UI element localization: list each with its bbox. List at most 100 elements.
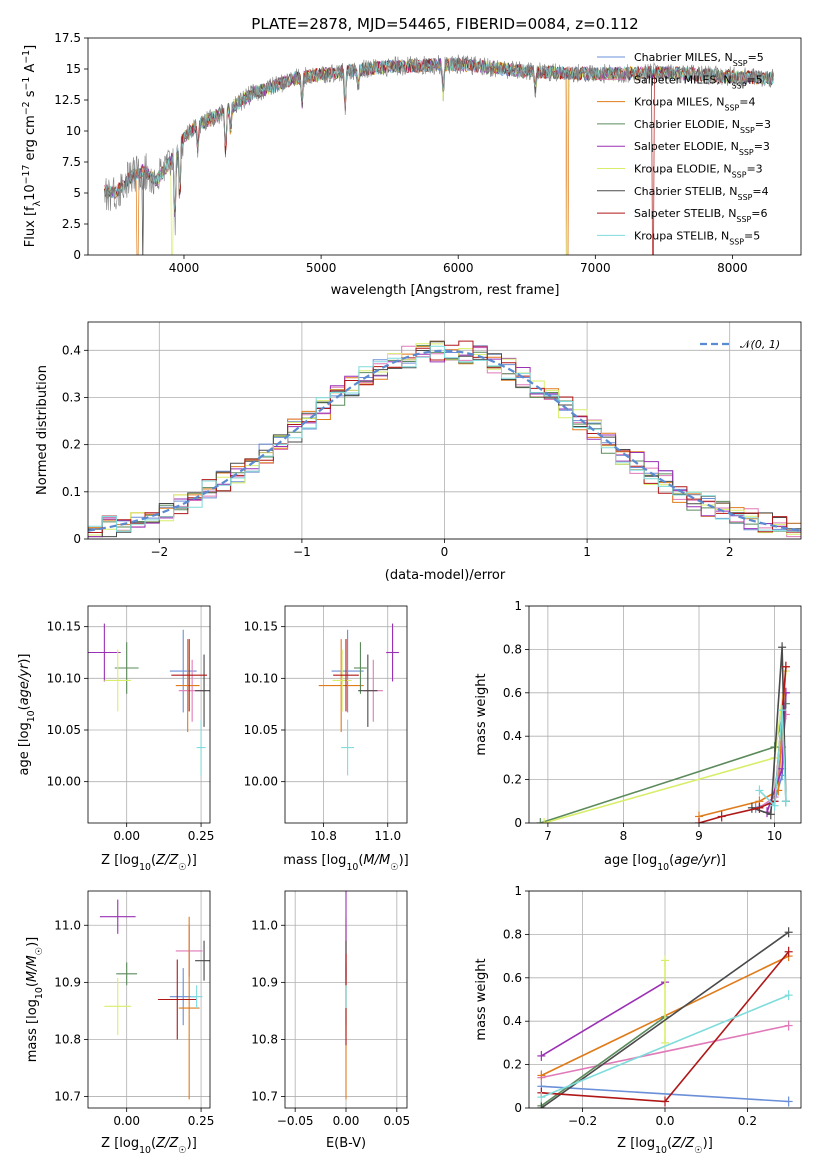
legend-label: Salpeter ELODIE, NSSP=3 bbox=[634, 140, 770, 157]
data-point bbox=[175, 639, 200, 733]
weight-series-line bbox=[543, 670, 787, 823]
y-tick-label: 10.05 bbox=[244, 723, 278, 737]
axes-frame bbox=[528, 890, 802, 1109]
y-tick-label: 10.00 bbox=[47, 775, 81, 789]
x-tick-label: 8000 bbox=[717, 261, 748, 275]
y-tick-label: 11.0 bbox=[251, 918, 278, 932]
mass-vs-metallicity-panel: 0.00 0.25 10.7 10.8 10.9 11.0 Z [log10(Z/Z☉)] m… bbox=[25, 890, 215, 1156]
y-tick-label: 10.9 bbox=[251, 975, 278, 989]
data-point bbox=[386, 623, 399, 682]
x-tick-label: −2 bbox=[150, 545, 168, 559]
axes-frame bbox=[87, 605, 211, 824]
x-axis-label: mass [log10(M/M☉)] bbox=[283, 853, 409, 873]
x-axis-label: Z [log10(Z/Z☉)] bbox=[101, 1136, 197, 1156]
y-tick-label: 0.1 bbox=[62, 485, 81, 499]
y-tick-label: 1 bbox=[514, 884, 522, 898]
data-point bbox=[195, 654, 210, 727]
weight-series-line bbox=[540, 703, 787, 823]
y-tick-label: 0.4 bbox=[503, 729, 522, 743]
legend-label: Kroupa ELODIE, NSSP=3 bbox=[634, 163, 763, 180]
figure-title: PLATE=2878, MJD=54465, FIBERID=0084, z=0… bbox=[251, 15, 638, 33]
data-point bbox=[104, 977, 132, 1035]
y-tick-label: 10.9 bbox=[54, 975, 81, 989]
histogram-series bbox=[88, 345, 801, 532]
legend-label: Salpeter STELIB, NSSP=6 bbox=[634, 207, 767, 224]
y-tick-label: 0.2 bbox=[62, 438, 81, 452]
plot-area bbox=[88, 623, 210, 776]
y-tick-label: 10.7 bbox=[54, 1090, 81, 1104]
x-tick-label: −0.05 bbox=[277, 1114, 314, 1128]
x-tick-label: 10 bbox=[767, 829, 782, 843]
y-tick-label: 10.15 bbox=[47, 620, 81, 634]
plot-area bbox=[88, 340, 801, 538]
x-tick-label: 0.25 bbox=[188, 1114, 215, 1128]
x-tick-label: 6000 bbox=[443, 261, 474, 275]
axes-frame bbox=[528, 605, 802, 824]
y-axis-label: mass weight bbox=[474, 958, 489, 1040]
x-tick-label: 7000 bbox=[580, 261, 611, 275]
y-tick-label: 0.2 bbox=[503, 1058, 522, 1072]
y-tick-label: 10.10 bbox=[47, 671, 81, 685]
x-tick-label: 0.25 bbox=[188, 829, 215, 843]
y-tick-label: 10 bbox=[66, 124, 81, 138]
y-tick-label: 0.3 bbox=[62, 390, 81, 404]
y-axis-label: mass weight bbox=[474, 673, 489, 755]
data-point bbox=[171, 639, 208, 712]
plot-area bbox=[99, 899, 210, 1100]
weight-vs-metallicity-panel: −0.2 0.0 0.2 0 0.2 0.4 0.6 0.8 1 Z [log10(Z/Z☉)] m… bbox=[474, 884, 802, 1156]
gaussian-reference-line bbox=[88, 349, 801, 532]
legend-label: Chabrier ELODIE, NSSP=3 bbox=[634, 118, 771, 134]
axes-frame bbox=[87, 37, 802, 256]
x-axis-label: Z [log10(Z/Z☉)] bbox=[617, 1136, 713, 1156]
y-tick-label: 0.8 bbox=[503, 927, 522, 941]
x-axis-label: E(B-V) bbox=[326, 1136, 366, 1151]
y-tick-label: 7.5 bbox=[62, 155, 81, 169]
x-axis-label: Z [log10(Z/Z☉)] bbox=[101, 853, 197, 873]
x-tick-label: 0.05 bbox=[383, 1114, 410, 1128]
weight-series-line bbox=[541, 994, 789, 1098]
x-tick-label: −0.2 bbox=[568, 1114, 597, 1128]
y-tick-label: 0 bbox=[73, 532, 81, 546]
x-tick-label: 0.00 bbox=[333, 1114, 360, 1128]
y-tick-label: 17.5 bbox=[54, 31, 81, 45]
weight-series-line bbox=[541, 1024, 789, 1079]
y-tick-label: 0.4 bbox=[503, 1014, 522, 1028]
data-point bbox=[331, 629, 364, 713]
y-tick-label: 1 bbox=[514, 599, 522, 613]
plot-area bbox=[536, 642, 790, 823]
x-axis-label: wavelength [Angstrom, rest frame] bbox=[331, 283, 560, 298]
spectrum-panel: 4000 5000 6000 7000 8000 0 2.5 5 7.5 10 12.5 15 17.5… bbox=[21, 31, 802, 298]
weight-series-line bbox=[758, 710, 787, 808]
y-tick-label: 10.10 bbox=[244, 671, 278, 685]
weight-series-line bbox=[698, 666, 787, 823]
axes-frame bbox=[87, 890, 211, 1109]
x-tick-label: −1 bbox=[293, 545, 311, 559]
residuals-panel: −2 −1 0 1 2 0 0.1 0.2 0.3 0.4 (data-model)/error No… bbox=[35, 321, 802, 583]
x-tick-label: 0.00 bbox=[113, 1114, 140, 1128]
weight-series-line bbox=[541, 1085, 789, 1103]
data-point bbox=[196, 719, 206, 776]
data-point bbox=[190, 985, 203, 1009]
weight-series-line bbox=[540, 981, 666, 1057]
x-tick-label: 5000 bbox=[306, 261, 337, 275]
y-axis-label: Flux [fλ10−17 erg cm−2 s−1 A−1] bbox=[21, 45, 43, 247]
y-tick-label: 10.7 bbox=[251, 1090, 278, 1104]
data-point bbox=[341, 719, 355, 776]
y-tick-label: 0 bbox=[514, 816, 522, 830]
y-axis-label: mass [log10(M/M☉)] bbox=[25, 937, 45, 1063]
legend-label: Kroupa STELIB, NSSP=5 bbox=[634, 229, 760, 246]
spectrum-data-line bbox=[104, 54, 774, 236]
y-tick-label: 5 bbox=[73, 186, 81, 200]
data-point bbox=[332, 649, 352, 712]
y-tick-label: 12.5 bbox=[54, 93, 81, 107]
legend-label: Chabrier MILES, NSSP=5 bbox=[634, 51, 764, 68]
x-tick-label: 0.00 bbox=[113, 829, 140, 843]
x-axis-label: age [log10(age/yr)] bbox=[604, 853, 726, 873]
weight-series-line bbox=[540, 931, 790, 1108]
age-vs-metallicity-panel: 0.00 0.25 10.00 10.05 10.10 10.15 Z [log10(Z/Z… bbox=[17, 605, 215, 873]
x-tick-label: 2 bbox=[726, 545, 734, 559]
data-point bbox=[88, 623, 121, 682]
weight-series-line bbox=[540, 1016, 666, 1107]
data-point bbox=[116, 962, 138, 986]
mass-vs-extinction-panel: −0.05 0.00 0.05 10.7 10.8 10.9 11.0 E(B-V) bbox=[251, 890, 410, 1151]
